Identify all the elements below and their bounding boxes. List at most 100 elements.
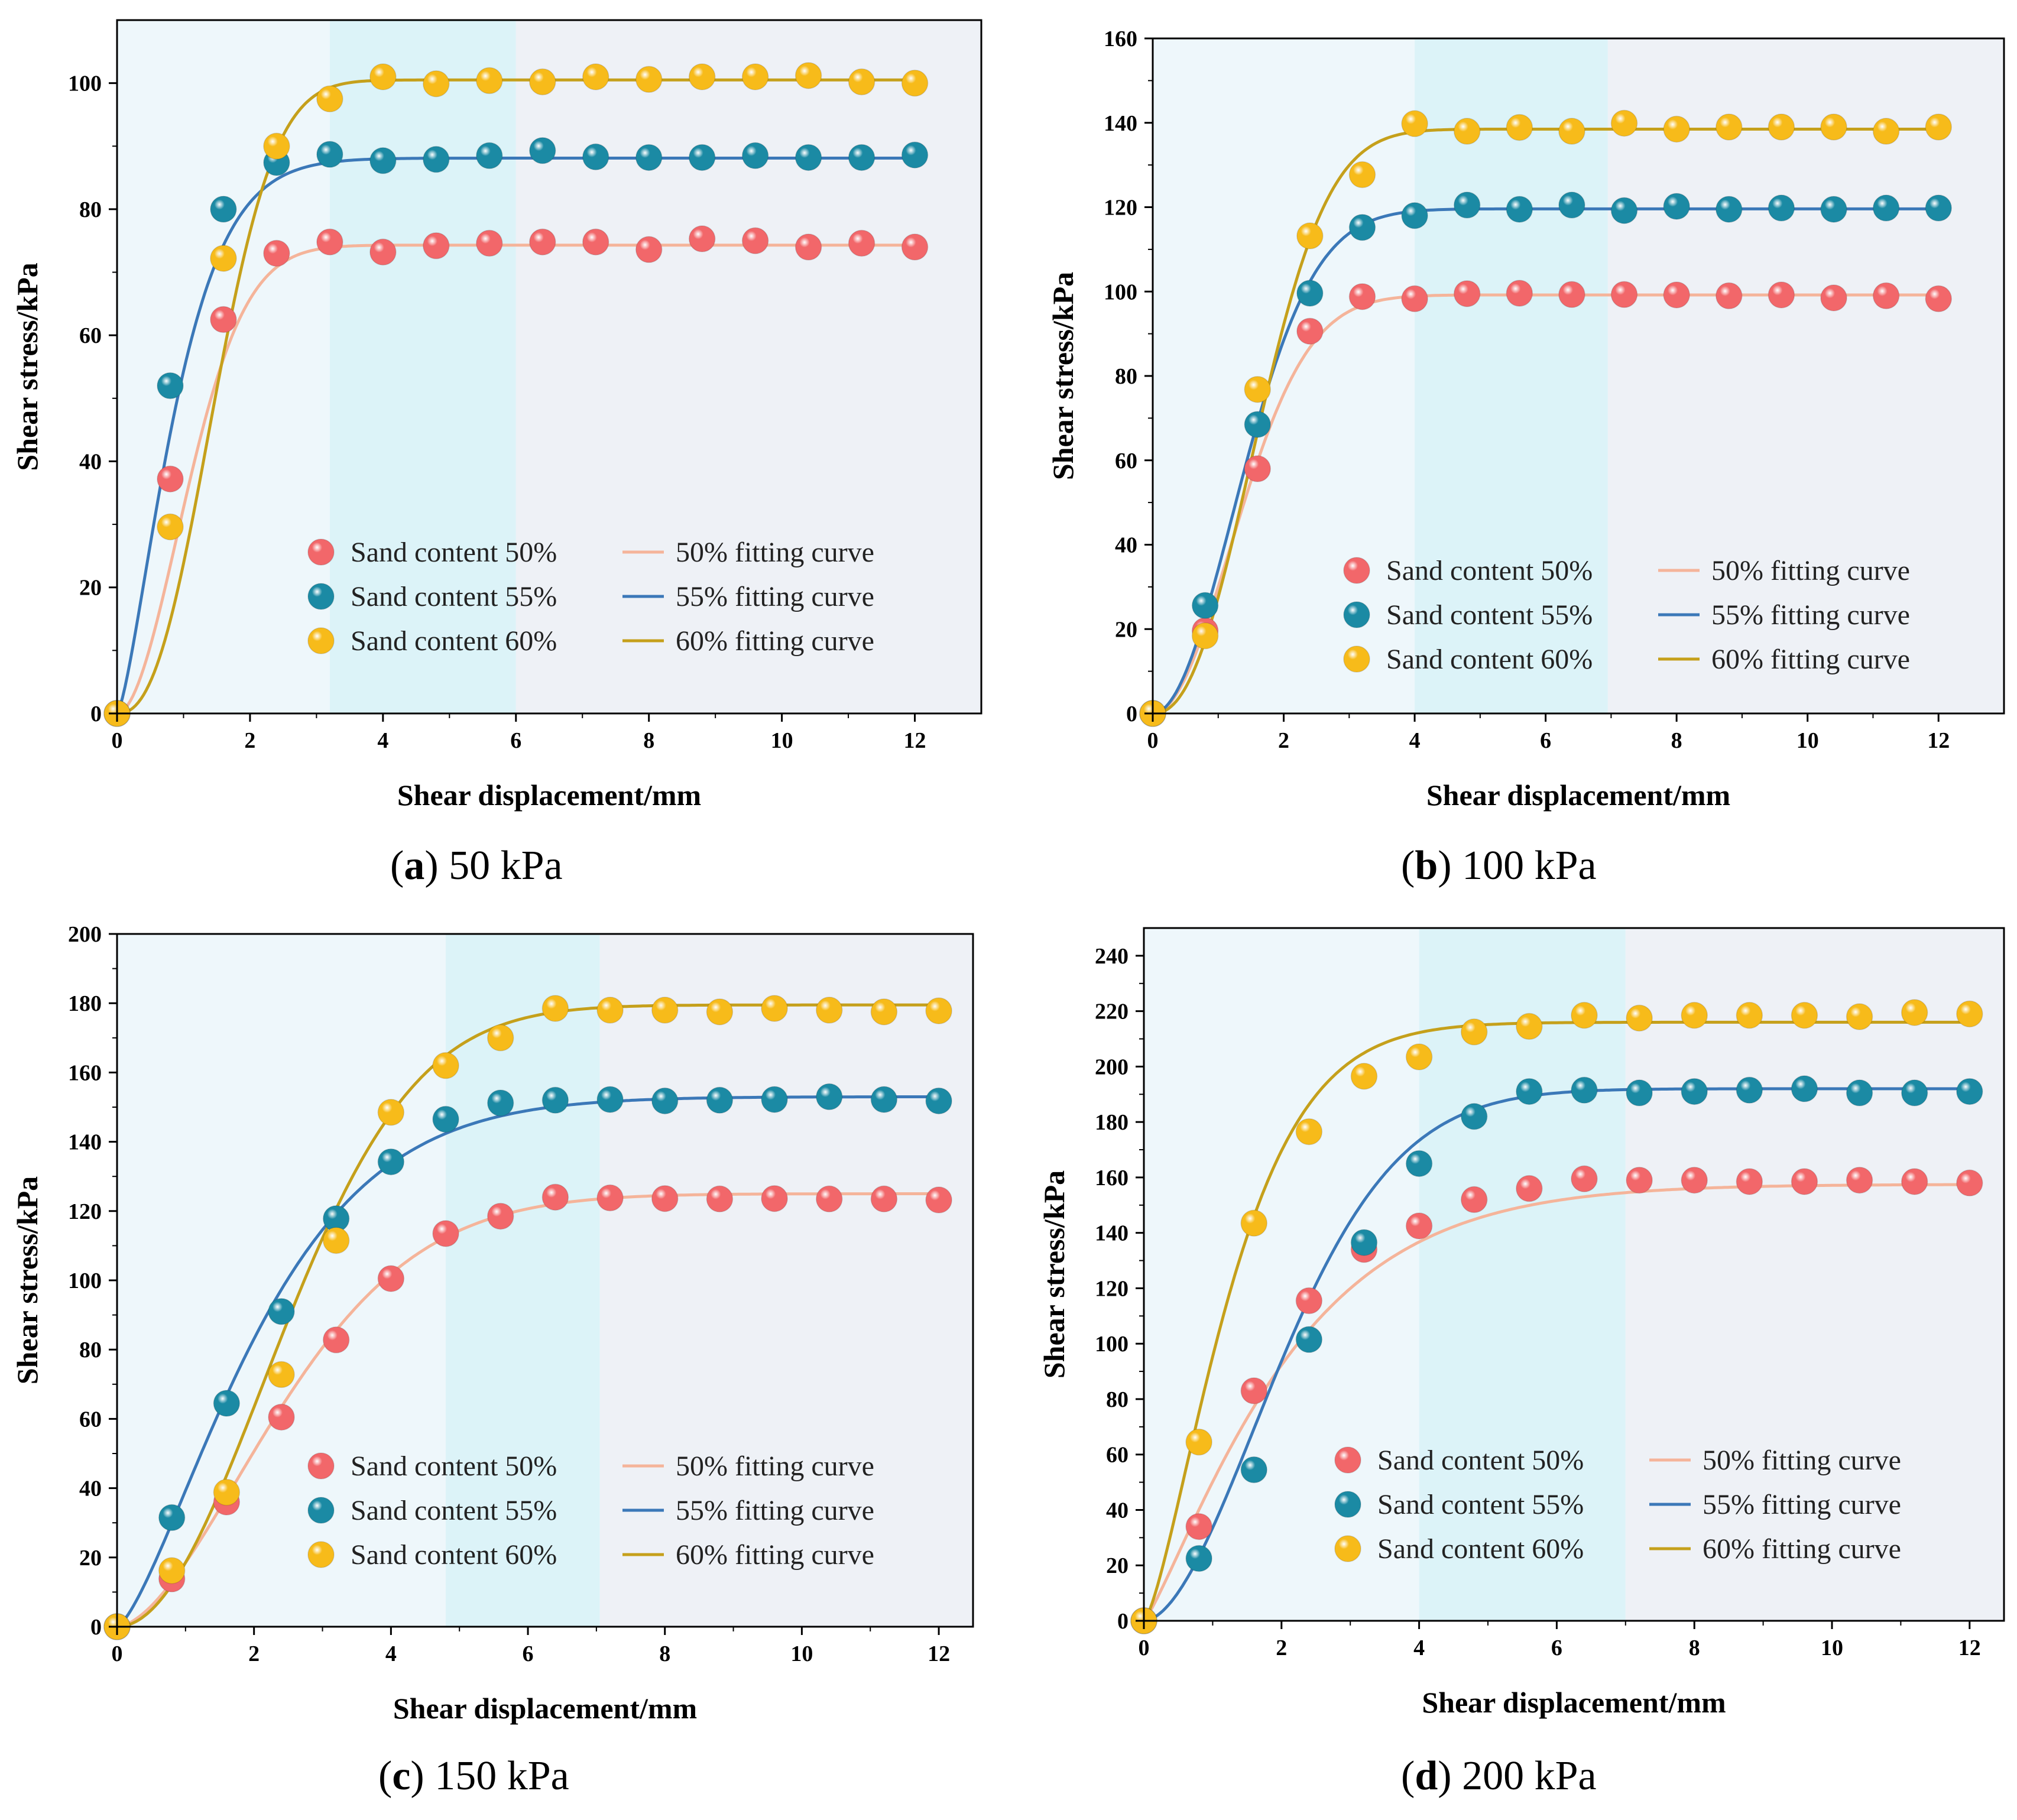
data-point: [706, 998, 734, 1026]
fit-curve-2: [116, 1095, 939, 1628]
y-tick-label: 0: [1126, 702, 1137, 726]
data-point: [1901, 999, 1928, 1026]
data-point: [741, 142, 769, 170]
data-point: [1240, 1456, 1267, 1484]
y-tick-label: 80: [79, 1338, 102, 1362]
legend-fit-label: 55% fitting curve: [676, 581, 874, 612]
data-point: [476, 67, 503, 95]
y-tick-label: 120: [1095, 1276, 1129, 1301]
y-tick-label: 240: [1095, 944, 1129, 969]
data-point: [1401, 110, 1428, 137]
data-point: [1846, 1166, 1873, 1194]
caption-text: 150 kPa: [424, 1753, 569, 1799]
caption-paren: ): [410, 1753, 424, 1799]
y-tick-label: 20: [1106, 1553, 1129, 1578]
y-tick-label: 60: [79, 323, 102, 348]
data-point: [158, 1557, 186, 1584]
caption-paren: ): [1438, 843, 1452, 888]
panel-caption: (c) 150 kPa: [378, 1753, 569, 1800]
data-point: [1820, 284, 1847, 312]
data-point: [901, 141, 929, 168]
y-tick-label: 40: [79, 449, 102, 474]
data-point: [1558, 281, 1585, 308]
data-point: [706, 1086, 734, 1114]
data-point: [1791, 1168, 1818, 1195]
x-tick-label: 10: [1797, 728, 1819, 753]
data-point: [1901, 1168, 1928, 1195]
fit-curve-3: [1152, 128, 1939, 715]
data-point: [1453, 280, 1481, 307]
data-point: [651, 1185, 679, 1212]
data-point: [1626, 1004, 1653, 1032]
y-tick-label: 160: [68, 1060, 102, 1085]
legend-label: Sand content 55%: [351, 1495, 557, 1526]
data-point: [1846, 1079, 1873, 1107]
legend: Sand content 50% 50% fitting curve Sand co…: [307, 537, 874, 657]
data-point: [1681, 1078, 1708, 1105]
data-point: [263, 239, 290, 267]
y-tick-label: 40: [79, 1477, 102, 1501]
data-point: [377, 1265, 405, 1292]
data-point: [1350, 1229, 1378, 1256]
data-point: [1736, 1001, 1763, 1029]
x-tick-label: 4: [377, 728, 388, 753]
data-point: [1872, 118, 1900, 145]
data-point: [1506, 196, 1533, 223]
x-tick-label: 4: [385, 1641, 397, 1666]
data-point: [901, 233, 929, 261]
data-point: [741, 227, 769, 254]
data-point: [369, 238, 397, 266]
data-point: [432, 1105, 459, 1133]
legend-marker: [307, 538, 335, 566]
y-tick-label: 100: [1104, 280, 1137, 304]
caption-paren: (: [1401, 1753, 1415, 1799]
legend-marker: [1334, 1535, 1361, 1562]
data-point: [1244, 411, 1271, 438]
legend-fit-label: 60% fitting curve: [676, 1539, 874, 1571]
fit-curve-1: [116, 244, 915, 715]
x-tick-label: 2: [248, 1641, 260, 1666]
caption-letter: a: [404, 843, 425, 888]
data-point: [596, 1184, 624, 1212]
shaded-region-3: [1607, 38, 2004, 713]
y-tick-label: 180: [1095, 1110, 1129, 1135]
data-point: [635, 236, 663, 263]
y-tick-label: 120: [1104, 196, 1137, 220]
data-point: [487, 1024, 514, 1052]
panel-caption: (d) 200 kPa: [1401, 1753, 1597, 1800]
data-point: [1872, 194, 1900, 222]
data-point: [688, 144, 716, 171]
data-point: [268, 1361, 295, 1388]
fit-curve-3: [116, 1003, 939, 1628]
data-point: [1925, 113, 1952, 141]
x-tick-label: 8: [643, 728, 654, 753]
x-tick-label: 12: [1927, 728, 1950, 753]
chart-panel-3: 0 2 4 6 8 10 12020406080100120140160180200Shea…: [11, 922, 974, 1725]
data-point: [1506, 280, 1533, 307]
data-point: [1295, 1118, 1323, 1146]
caption-paren: ): [1438, 1753, 1452, 1799]
data-point: [1460, 1186, 1488, 1214]
data-point: [157, 372, 184, 400]
data-point: [369, 63, 397, 90]
data-point: [1663, 193, 1690, 220]
fit-curve-1: [1143, 1183, 1970, 1622]
chart-panel-4: 0 2 4 6 8 10 120204060801001201401601802002202…: [1037, 927, 2005, 1719]
data-point: [1453, 192, 1481, 219]
data-point: [1956, 1169, 1983, 1197]
fit-curve-3: [116, 78, 915, 715]
legend-fit-label: 55% fitting curve: [1711, 599, 1910, 631]
data-point: [651, 1087, 679, 1115]
data-point: [476, 142, 503, 170]
y-tick-label: 200: [1095, 1055, 1129, 1079]
data-point: [1558, 192, 1585, 219]
data-point: [815, 997, 843, 1024]
legend-fit-label: 50% fitting curve: [1711, 555, 1910, 586]
legend-fit-label: 50% fitting curve: [676, 1451, 874, 1482]
data-point: [688, 225, 716, 252]
data-point: [432, 1220, 459, 1247]
data-point: [761, 1185, 788, 1212]
data-point: [1716, 113, 1743, 141]
data-point: [1716, 282, 1743, 310]
